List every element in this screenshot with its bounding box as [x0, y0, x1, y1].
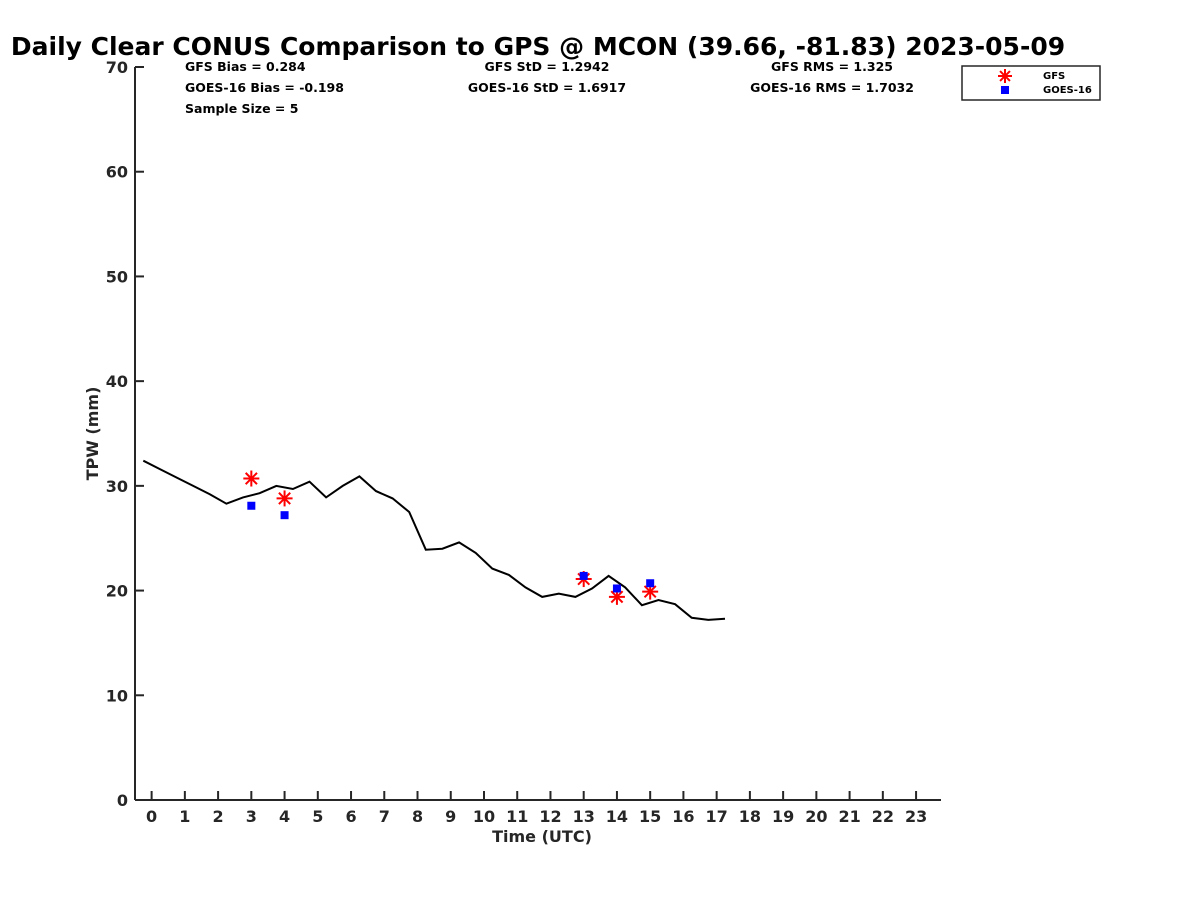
- x-tick-label: 18: [739, 807, 761, 826]
- x-tick-label: 11: [506, 807, 528, 826]
- legend-box: [961, 65, 1101, 101]
- x-tick-label: 17: [706, 807, 728, 826]
- legend-gfs-marker: [998, 69, 1012, 83]
- asterisk-stroke: [278, 492, 291, 505]
- asterisk-stroke: [643, 585, 657, 598]
- y-tick-label: 70: [106, 58, 128, 77]
- legend-goes16-marker: [1001, 86, 1009, 94]
- x-tick-label: 6: [345, 807, 356, 826]
- stat-text: GOES-16 Bias = -0.198: [185, 80, 344, 95]
- stat-text: GFS Bias = 0.284: [185, 59, 306, 74]
- x-tick-label: 15: [639, 807, 661, 826]
- gfs-point: [243, 470, 260, 487]
- chart-title: Daily Clear CONUS Comparison to GPS @ MC…: [11, 32, 1065, 61]
- x-tick-label: 12: [539, 807, 561, 826]
- asterisk-stroke: [999, 70, 1011, 82]
- y-tick-label: 10: [106, 686, 128, 705]
- y-tick-label: 0: [117, 791, 128, 810]
- x-tick-label: 20: [805, 807, 827, 826]
- stat-text: GFS RMS = 1.325: [771, 59, 893, 74]
- x-tick-label: 1: [179, 807, 190, 826]
- goes16-point: [612, 584, 621, 593]
- x-axis-label: Time (UTC): [492, 827, 592, 846]
- legend-label: GFS: [1043, 71, 1065, 82]
- stat-text: GOES-16 StD = 1.6917: [468, 80, 626, 95]
- x-tick-label: 22: [872, 807, 894, 826]
- y-tick-label: 50: [106, 267, 128, 286]
- x-tick-label: 10: [473, 807, 495, 826]
- x-tick-label: 4: [279, 807, 290, 826]
- y-tick-label: 40: [106, 372, 128, 391]
- goes16-point: [280, 511, 289, 520]
- x-tick-label: 13: [573, 807, 595, 826]
- stat-text: GFS StD = 1.2942: [485, 59, 610, 74]
- x-tick-label: 2: [213, 807, 224, 826]
- x-tick-label: 21: [838, 807, 860, 826]
- goes16-point: [247, 501, 256, 510]
- series-group: [142, 459, 726, 621]
- statistics-text: GFS Bias = 0.284 GOES-16 Bias = -0.198 Sam…: [185, 59, 914, 116]
- y-tick-label: 30: [106, 477, 128, 496]
- x-tick-label: 9: [445, 807, 456, 826]
- x-tick-label: 23: [905, 807, 927, 826]
- x-tick-label: 8: [412, 807, 423, 826]
- y-axis-label: TPW (mm): [83, 387, 102, 481]
- plot-area: 0 1 2 3 4 5 6 7 8 9 10 11 12 13 14 15 16 17 18 19 20 21 22 23 0…: [106, 58, 941, 826]
- asterisk-stroke: [610, 590, 624, 604]
- x-tick-label: 16: [672, 807, 694, 826]
- goes16-point: [579, 571, 588, 580]
- x-tick-label: 14: [606, 807, 628, 826]
- y-tick-label: 60: [106, 163, 128, 182]
- x-tick-label: 5: [312, 807, 323, 826]
- stat-text: GOES-16 RMS = 1.7032: [750, 80, 914, 95]
- y-axis-ticks: 0 10 20 30 40 50 60 70: [106, 58, 144, 810]
- x-tick-label: 3: [246, 807, 257, 826]
- legend: GFS GOES-16: [961, 65, 1101, 101]
- x-tick-label: 7: [379, 807, 390, 826]
- goes16-point: [646, 579, 655, 588]
- stat-text: Sample Size = 5: [185, 101, 298, 116]
- x-axis-ticks: 0 1 2 3 4 5 6 7 8 9 10 11 12 13 14 15 16 17 18 19 20 21 22 23: [146, 791, 927, 826]
- gps-tpw-line: [142, 459, 726, 621]
- y-tick-label: 20: [106, 582, 128, 601]
- x-tick-label: 19: [772, 807, 794, 826]
- x-tick-label: 0: [146, 807, 157, 826]
- asterisk-stroke: [244, 472, 258, 485]
- legend-label: GOES-16: [1043, 85, 1092, 96]
- gfs-point: [276, 490, 293, 507]
